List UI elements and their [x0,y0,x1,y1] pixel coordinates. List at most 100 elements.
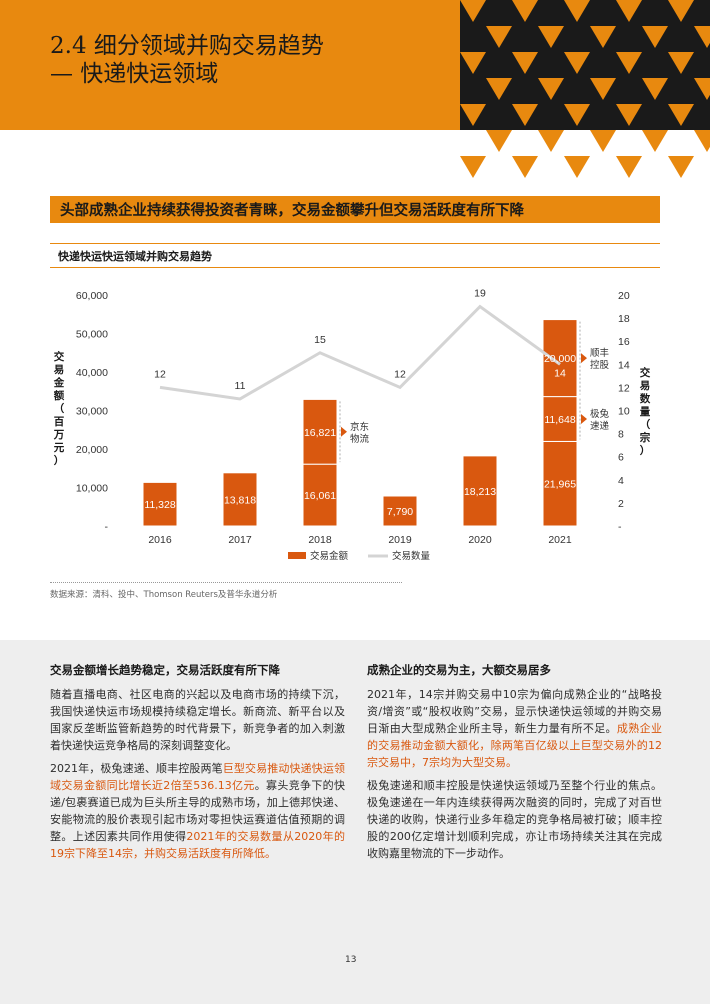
bar-data-label: 16,061 [304,490,336,502]
y-axis-label-char: 交 [54,350,65,363]
bar-data-label: 11,328 [144,499,175,511]
y2-tick-label: 20 [618,290,630,302]
annotation-arrow [341,426,347,437]
x-tick-label: 2020 [468,534,492,546]
chart-rule-bottom [50,582,402,583]
bar-segment [542,440,578,527]
y-axis-label-char: 万 [53,429,65,441]
pattern-triangle [460,0,486,22]
pattern-triangle [564,52,590,74]
y-tick-label: 50,000 [76,329,108,341]
annotation-arrow [581,414,587,425]
y2-axis-label-char: ） [640,444,651,457]
y2-axis-label-char: 量 [640,405,651,418]
line-data-label: 12 [394,368,406,380]
right-p1-highlight: 成熟企业的交易推动金额大额化，除两笔百亿级以上巨型交易外的12宗交易中，7宗均为… [367,722,663,769]
pattern-triangle [642,26,668,48]
y2-axis-label-char: （ [640,418,651,431]
pattern-triangle [486,130,512,152]
decorative-triangle-pattern [460,0,710,178]
right-p1-a: 2021年，14宗并购交易中10宗为偏向成熟企业的“战略投资/增资”或“股权收购… [367,688,662,735]
y2-tick-label: - [618,521,622,533]
y-axis-label-char: ） [54,454,65,467]
line-data-label: 12 [154,368,166,380]
legend-label: 交易金额 [310,550,349,562]
x-tick-label: 2021 [548,534,572,546]
pattern-triangle [616,156,642,178]
line-data-label: 11 [235,380,246,392]
annotation-label: 控股 [590,359,610,371]
pattern-triangle [668,104,694,126]
annotation-label: 顺丰 [590,347,609,359]
pattern-triangle [564,104,590,126]
line-data-label: 15 [314,334,326,346]
pattern-triangle [616,52,642,74]
bar-segment [142,481,178,527]
left-p2-a: 2021年，极兔速递、顺丰控股两笔 [50,762,223,775]
bar-data-label: 21,965 [544,479,576,491]
y2-tick-label: 4 [618,475,624,487]
chart-rule [50,267,660,268]
pattern-triangle [564,156,590,178]
left-p2-highlight: 巨型交易推动快递快运领域交易金额同比增长近2倍至536.13亿元 [50,762,345,792]
pattern-triangle [668,0,694,22]
bar-data-label: 20,000 [544,353,576,365]
annotation-label: 极兔 [590,408,610,420]
pattern-triangle [694,130,710,152]
y2-tick-label: 12 [618,382,630,394]
pattern-triangle [694,78,710,100]
pattern-triangle [512,52,538,74]
x-tick-label: 2017 [228,534,252,546]
left-p2-c: 。寡头竞争下的快递/包裹赛道已成为巨头所主导的成熟市场，加上德邦快递、安能物流的… [50,779,346,843]
y-axis-label-char: 金 [53,376,65,389]
bar-segment [382,495,418,527]
legend-swatch-amount [288,552,306,559]
pattern-triangle [616,104,642,126]
pattern-triangle [590,130,616,152]
y-axis-label-char: （ [54,402,65,415]
bar-segment [542,319,578,398]
y-tick-label: 30,000 [76,406,108,418]
pattern-triangle [538,130,564,152]
y-axis-label-char: 元 [54,442,65,454]
y2-tick-label: 18 [618,313,630,325]
y-tick-label: - [105,521,109,533]
pattern-triangle [668,52,694,74]
bar-segment [542,396,578,442]
pattern-triangle [642,78,668,100]
bar-segment [462,455,498,527]
pattern-triangle [694,26,710,48]
y-tick-label: 10,000 [76,483,108,495]
pattern-triangle [616,0,642,22]
annotation-label: 京东 [350,421,369,433]
annotation-arrow [581,353,587,364]
legend-label: 交易数量 [392,550,431,562]
line-data-label: 14 [554,367,566,379]
line-data-label: 19 [474,288,486,300]
y2-tick-label: 6 [618,452,624,464]
page-number: 13 [345,955,357,965]
y2-tick-label: 16 [618,336,630,348]
left-column: 交易金额增长趋势稳定，交易活跃度有所下降 随着直播电商、社区电商的兴起以及电商市… [50,662,345,868]
pattern-triangle [642,130,668,152]
page-title: 2.4 细分领域并购交易趋势 — 快递快运领域 [50,32,324,88]
y-tick-label: 60,000 [76,290,108,302]
pattern-triangle [538,78,564,100]
bar-segment [222,472,258,527]
right-paragraph-1: 2021年，14宗并购交易中10宗为偏向成熟企业的“战略投资/增资”或“股权收购… [367,686,662,771]
y-axis-label-char: 易 [54,364,65,376]
pattern-triangle [486,26,512,48]
y2-tick-label: 10 [618,406,630,418]
right-column: 成熟企业的交易为主，大额交易居多 2021年，14宗并购交易中10宗为偏向成熟企… [367,662,662,868]
pattern-triangle [460,52,486,74]
bar-data-label: 11,648 [544,414,575,426]
y2-tick-label: 14 [618,359,630,371]
lower-panel [0,640,710,1004]
left-p2-highlight-2: 2021年的交易数量从2020年的19宗下降至14宗，并购交易活跃度有所降低。 [50,830,345,860]
title-line-1: 2.4 细分领域并购交易趋势 [50,33,324,59]
line-series-count [159,304,561,401]
banner-text: 头部成熟企业持续获得投资者青睐，交易金额攀升但交易活跃度有所下降 [60,203,524,219]
pattern-triangle [512,104,538,126]
y-axis-label-char: 额 [53,389,65,402]
mna-trend-chart: - 10,000 20,000 30,000 40,000 50,000 60,000 - 2 4… [53,288,651,562]
